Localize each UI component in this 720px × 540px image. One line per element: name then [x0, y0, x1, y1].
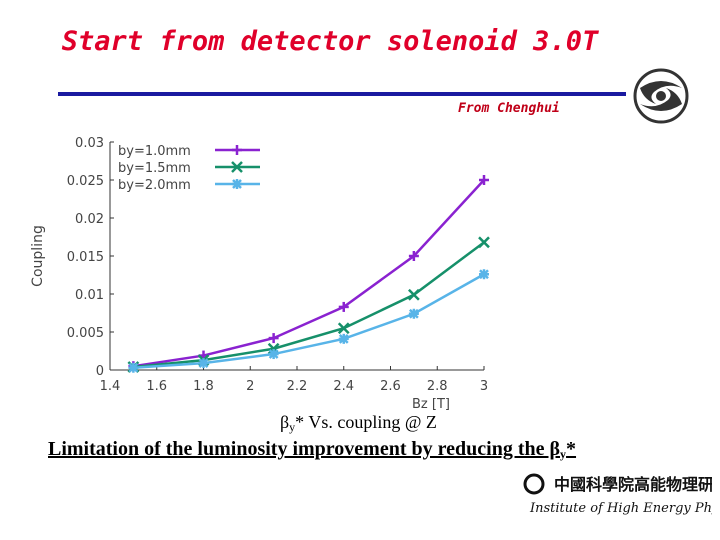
- series-line-3: [133, 273, 485, 369]
- series-line-2: [133, 241, 485, 369]
- y-axis-label: Coupling: [30, 225, 46, 287]
- data-point-series-3: [268, 349, 279, 359]
- x-tick-label: 2.4: [333, 379, 354, 394]
- data-point-series-3: [408, 308, 419, 319]
- y-tick-label: 0: [96, 364, 104, 379]
- title-divider: [58, 92, 626, 96]
- legend-label-1: by=1.0mm: [118, 144, 191, 159]
- ihep-emblem-icon: [523, 473, 545, 495]
- limitation-statement: Limitation of the luminosity improvement…: [48, 438, 576, 462]
- data-point-series-3: [198, 358, 209, 369]
- x-tick-label: 2.8: [427, 379, 448, 394]
- ihep-logo: 中國科學院高能物理研究所 Institute of High Energy Ph…: [523, 473, 712, 516]
- x-tick-label: 1.8: [193, 379, 214, 394]
- data-point-series-2: [478, 236, 490, 249]
- y-tick-label: 0.005: [67, 326, 104, 341]
- y-tick-label: 0.025: [67, 174, 104, 189]
- institute-english-name: Institute of High Energy Physics: [529, 501, 712, 516]
- data-point-series-2: [337, 322, 350, 335]
- y-tick-label: 0.015: [67, 250, 104, 265]
- coupling-chart: 1.4 1.6 1.8 2 2.2 2.4 2.6 2.8 3 0 0.005 0.01 0.015 0.…: [30, 136, 490, 412]
- x-tick-label: 3: [480, 379, 488, 394]
- series-line-1: [133, 179, 485, 368]
- x-tick-label: 2.2: [287, 379, 308, 394]
- y-tick-label: 0.03: [75, 136, 104, 151]
- institute-chinese-name: 中國科學院高能物理研究所: [554, 475, 712, 494]
- legend-label-2: by=1.5mm: [118, 161, 191, 176]
- data-point-series-2: [407, 288, 420, 301]
- slide-title: Start from detector solenoid 3.0T: [61, 26, 599, 57]
- credit-text: From Chenghui: [458, 101, 560, 116]
- caption-subscript: y: [289, 420, 296, 434]
- data-point-series-3: [338, 333, 349, 344]
- legend-label-3: by=2.0mm: [118, 178, 191, 193]
- legend-marker-3: [232, 179, 242, 189]
- x-tick-label: 2: [246, 379, 254, 394]
- x-tick-label: 1.4: [100, 379, 121, 394]
- data-point-series-3: [128, 362, 139, 373]
- chart-caption: βy* Vs. coupling @ Z: [280, 412, 437, 435]
- x-tick-label: 1.6: [146, 379, 167, 394]
- limitation-end: *: [566, 438, 577, 460]
- plot-area: 1.4 1.6 1.8 2 2.2 2.4 2.6 2.8 3 0 0.005 0.01 0.015 0.…: [30, 136, 490, 412]
- y-tick-label: 0.02: [75, 212, 104, 227]
- data-point-series-3: [479, 269, 489, 280]
- legend-marker-2: [231, 161, 243, 173]
- limitation-text: Limitation of the luminosity improvement…: [48, 438, 561, 460]
- ihep-swirl-logo-icon: [633, 68, 689, 124]
- x-tick-label: 2.6: [380, 379, 401, 394]
- x-axis-label: Bz [T]: [412, 397, 450, 412]
- y-tick-label: 0.01: [75, 288, 104, 303]
- caption-rest: * Vs. coupling @ Z: [295, 412, 437, 432]
- caption-beta: β: [280, 412, 290, 432]
- limitation-subscript: y: [560, 447, 567, 461]
